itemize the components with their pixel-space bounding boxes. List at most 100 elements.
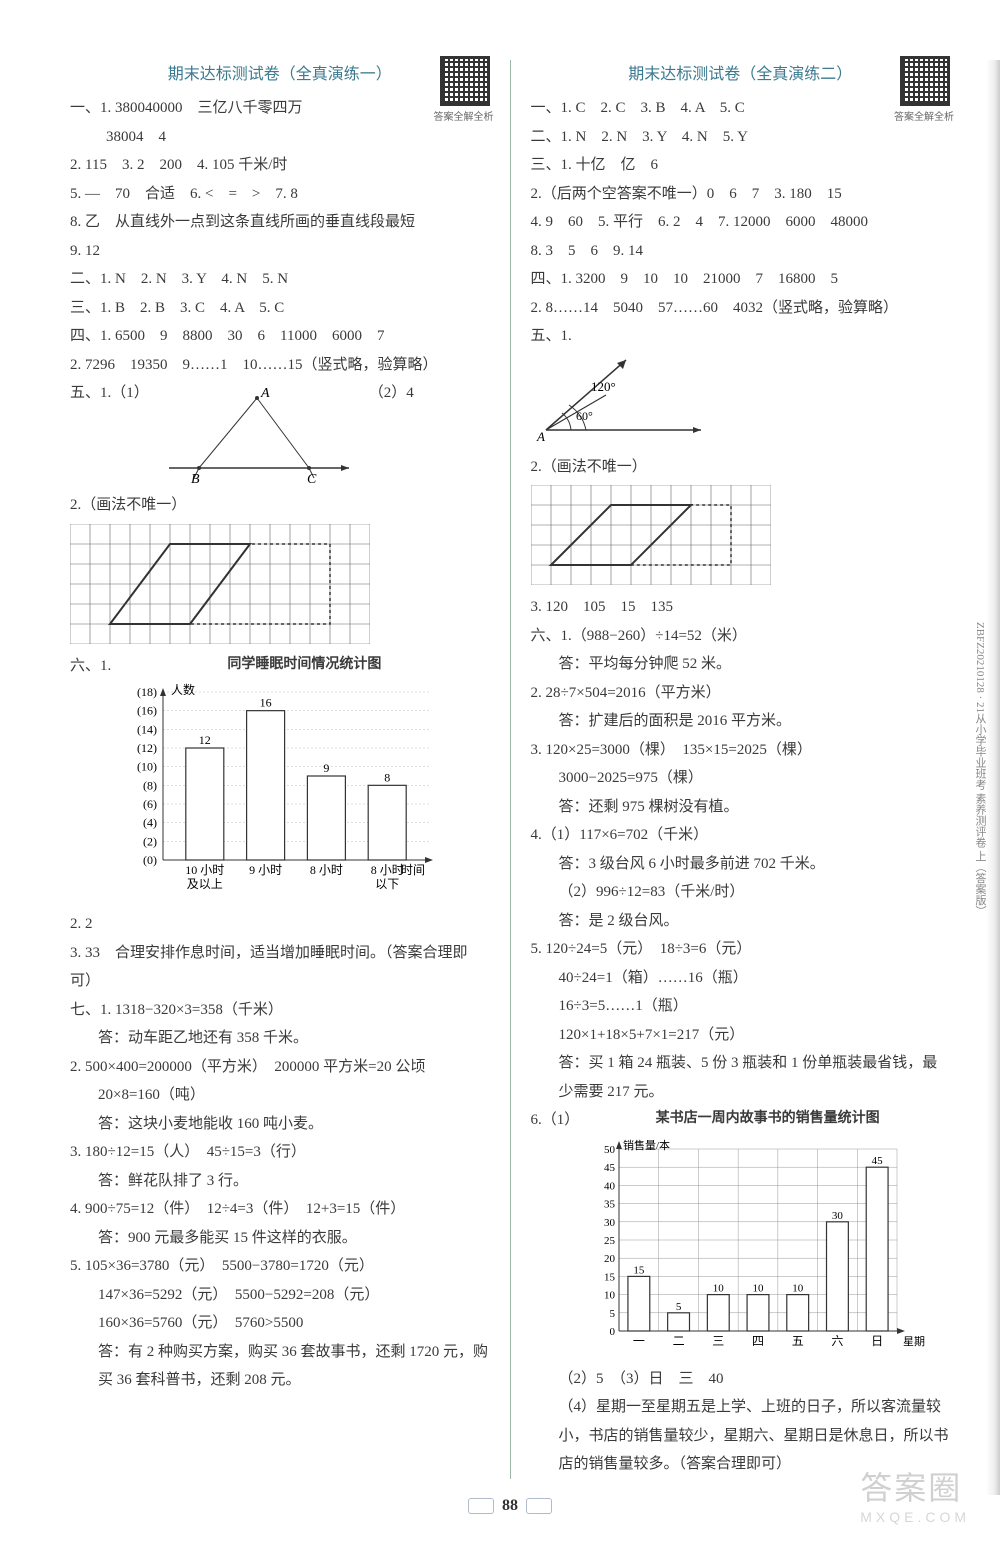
svg-text:16: 16 xyxy=(260,696,272,710)
svg-text:12: 12 xyxy=(199,733,211,747)
text-line: 38004 4 xyxy=(70,123,490,152)
page-edge xyxy=(986,60,1000,1495)
qr-caption: 答案全解全析 xyxy=(434,108,494,127)
svg-text:星期: 星期 xyxy=(903,1335,925,1348)
svg-text:45: 45 xyxy=(872,1155,884,1167)
text-line: 答：这块小麦地能收 160 吨小麦。 xyxy=(70,1110,490,1139)
svg-text:10 小时: 10 小时 xyxy=(186,863,225,877)
triangle-figure: A B C xyxy=(159,383,359,483)
svg-text:(6): (6) xyxy=(143,797,157,811)
text-line: 8. 乙 从直线外一点到这条直线所画的垂直线段最短 xyxy=(70,208,490,237)
vertex-c: C xyxy=(307,472,317,483)
watermark: 答案圈 MXQE.COM xyxy=(860,1463,970,1525)
text-line: 五、1. xyxy=(531,322,951,351)
text-line: 4. 9 60 5. 平行 6. 2 4 7. 12000 6000 48000 xyxy=(531,208,951,237)
svg-text:10: 10 xyxy=(753,1283,765,1295)
svg-text:25: 25 xyxy=(604,1235,616,1247)
svg-text:(14): (14) xyxy=(137,723,157,737)
right-column: 期末达标测试卷（全真演练二） 答案全解全析 一、1. C 2. C 3. B 4… xyxy=(531,60,951,1479)
svg-text:10: 10 xyxy=(604,1290,616,1302)
text-line: 答：鲜花队排了 3 行。 xyxy=(70,1167,490,1196)
text-line: 3. 120×25=3000（棵） 135×15=2025（棵） xyxy=(531,736,951,765)
svg-text:10: 10 xyxy=(713,1283,725,1295)
text-line: 16÷3=5……1（瓶） xyxy=(531,992,951,1021)
svg-text:45: 45 xyxy=(604,1162,616,1174)
left-title-row: 期末达标测试卷（全真演练一） 答案全解全析 xyxy=(70,60,490,90)
grid-figure-1 xyxy=(70,524,370,644)
watermark-sub: MXQE.COM xyxy=(860,1509,970,1525)
angle-60: 60° xyxy=(576,409,593,423)
svg-text:15: 15 xyxy=(634,1264,646,1276)
text-line: 5. 105×36=3780（元） 5500−3780=1720（元） xyxy=(70,1252,490,1281)
svg-text:(0): (0) xyxy=(143,853,157,867)
angle-figure: 120° 60° A xyxy=(531,355,731,445)
text-line: 3000−2025=975（棵） xyxy=(531,764,951,793)
svg-text:5: 5 xyxy=(676,1301,682,1313)
grid-figure-2 xyxy=(531,485,771,585)
text-line: 2. 28÷7×504=2016（平方米） xyxy=(531,679,951,708)
text-line: 答：900 元最多能买 15 件这样的衣服。 xyxy=(70,1224,490,1253)
chart1-title: 同学睡眠时间情况统计图 xyxy=(119,652,489,679)
text-line: 120×1+18×5+7×1=217（元） xyxy=(531,1021,951,1050)
text-line: 答：动车距乙地还有 358 千米。 xyxy=(70,1024,490,1053)
svg-text:(4): (4) xyxy=(143,816,157,830)
bar-chart-2: 05101520253035404550销售量/本星期15一5二10三10四10… xyxy=(585,1137,925,1357)
left-column: 期末达标测试卷（全真演练一） 答案全解全析 一、1. 380040000 三亿八… xyxy=(70,60,490,1479)
text-line: 40÷24=1（箱）……16（瓶） xyxy=(531,964,951,993)
svg-text:8 小时: 8 小时 xyxy=(371,863,404,877)
text-line: 答：买 1 箱 24 瓶装、5 份 3 瓶装和 1 份单瓶装最省钱，最少需要 2… xyxy=(531,1049,951,1106)
text-line: 4.（1）117×6=702（千米） xyxy=(531,821,951,850)
svg-text:三: 三 xyxy=(713,1334,725,1348)
svg-text:时间: 时间 xyxy=(401,863,425,877)
svg-text:5: 5 xyxy=(610,1308,616,1320)
qr-icon xyxy=(440,56,490,106)
svg-text:0: 0 xyxy=(610,1326,616,1338)
svg-text:四: 四 xyxy=(752,1334,764,1348)
text-line: 3. 180÷12=15（人） 45÷15=3（行） xyxy=(70,1138,490,1167)
text-line: 四、1. 3200 9 10 10 21000 7 16800 5 xyxy=(531,265,951,294)
text-line: 二、1. N 2. N 3. Y 4. N 5. Y xyxy=(531,123,951,152)
right-title-row: 期末达标测试卷（全真演练二） 答案全解全析 xyxy=(531,60,951,90)
svg-text:9 小时: 9 小时 xyxy=(249,863,282,877)
svg-text:10: 10 xyxy=(792,1283,804,1295)
svg-text:六: 六 xyxy=(832,1334,844,1348)
svg-text:8: 8 xyxy=(384,771,390,785)
svg-text:五: 五 xyxy=(792,1334,804,1348)
text-line: 二、1. N 2. N 3. Y 4. N 5. N xyxy=(70,265,490,294)
side-text: ZBFZ20210128 · 21从小学毕业班考 素养测评卷 上（答案版） xyxy=(972,622,988,917)
text-line: 六、1. xyxy=(70,652,111,681)
text-line: 五、1.（1） xyxy=(70,379,149,408)
vertex-a: A xyxy=(260,386,270,401)
qr-caption: 答案全解全析 xyxy=(894,108,954,127)
svg-text:二: 二 xyxy=(673,1334,685,1348)
text-line: 一、1. 380040000 三亿八千零四万 xyxy=(70,94,490,123)
text-line: 2.（后两个空答案不唯一）0 6 7 3. 180 15 xyxy=(531,180,951,209)
text-line: （2）996÷12=83（千米/时） xyxy=(531,878,951,907)
text-line: 三、1. B 2. B 3. C 4. A 5. C xyxy=(70,294,490,323)
text-line: 20×8=160（吨） xyxy=(70,1081,490,1110)
svg-text:40: 40 xyxy=(604,1180,616,1192)
svg-text:人数: 人数 xyxy=(171,682,195,697)
bar-chart-1: (0)(2)(4)(6)(8)(10)(12)(14)(16)(18)人数时间1… xyxy=(119,682,439,902)
text-line: 答：3 级台风 6 小时最多前进 702 千米。 xyxy=(531,850,951,879)
svg-text:(16): (16) xyxy=(137,704,157,718)
svg-text:日: 日 xyxy=(871,1334,883,1348)
svg-text:35: 35 xyxy=(604,1199,616,1211)
right-title: 期末达标测试卷（全真演练二） xyxy=(628,66,852,83)
text-line: 2.（画法不唯一） xyxy=(531,453,951,482)
text-line: 答：平均每分钟爬 52 米。 xyxy=(531,650,951,679)
text-line: （2）4 xyxy=(369,379,414,408)
svg-text:(8): (8) xyxy=(143,779,157,793)
text-line: 2. 115 3. 2 200 4. 105 千米/时 xyxy=(70,151,490,180)
angle-120: 120° xyxy=(591,379,616,394)
text-line: 5. — 70 合适 6. < = > 7. 8 xyxy=(70,180,490,209)
svg-text:以下: 以下 xyxy=(375,877,399,891)
svg-text:一: 一 xyxy=(633,1334,645,1348)
left-title: 期末达标测试卷（全真演练一） xyxy=(168,66,392,83)
text-line: 2. 500×400=200000（平方米） 200000 平方米=20 公顷 xyxy=(70,1053,490,1082)
svg-text:(18): (18) xyxy=(137,685,157,699)
text-line: 4. 900÷75=12（件） 12÷4=3（件） 12+3=15（件） xyxy=(70,1195,490,1224)
text-line: 2. 7296 19350 9……1 10……15（竖式略，验算略） xyxy=(70,351,490,380)
chart2-title: 某书店一周内故事书的销售量统计图 xyxy=(585,1106,950,1133)
vertex-b: B xyxy=(191,472,200,483)
